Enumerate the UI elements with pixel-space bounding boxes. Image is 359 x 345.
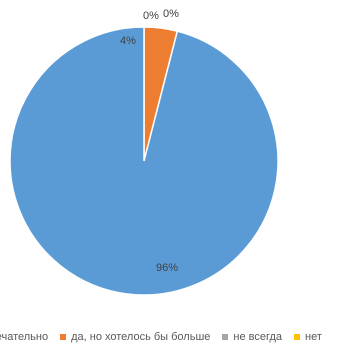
legend-label: не всегда [233,331,283,343]
slice-zamechatelno [9,26,279,296]
legend-swatch-yellow [294,334,301,340]
pie-data-labels: 96% 4% 0% 0% [120,8,179,274]
data-label-zamechatelno: 96% [156,262,178,274]
legend-label: да, но хотелось бы больше [71,331,211,343]
legend-swatch-orange [60,334,67,340]
legend: замечательно да, но хотелось бы больше н… [0,330,334,344]
legend-swatch-gray [222,334,229,340]
data-label-ne-vsegda: 0% [143,10,159,22]
legend-item-da-no-hotelos: да, но хотелось бы больше [60,331,210,343]
data-label-net: 0% [163,8,179,20]
legend-label: нет [305,331,322,343]
pie-slices [9,26,279,296]
data-label-da-no-hotelos: 4% [120,35,136,47]
legend-item-zamechatelno: замечательно [0,331,48,343]
legend-label: замечательно [0,331,49,343]
legend-item-ne-vsegda: не всегда [222,331,282,343]
legend-item-net: нет [294,331,322,343]
